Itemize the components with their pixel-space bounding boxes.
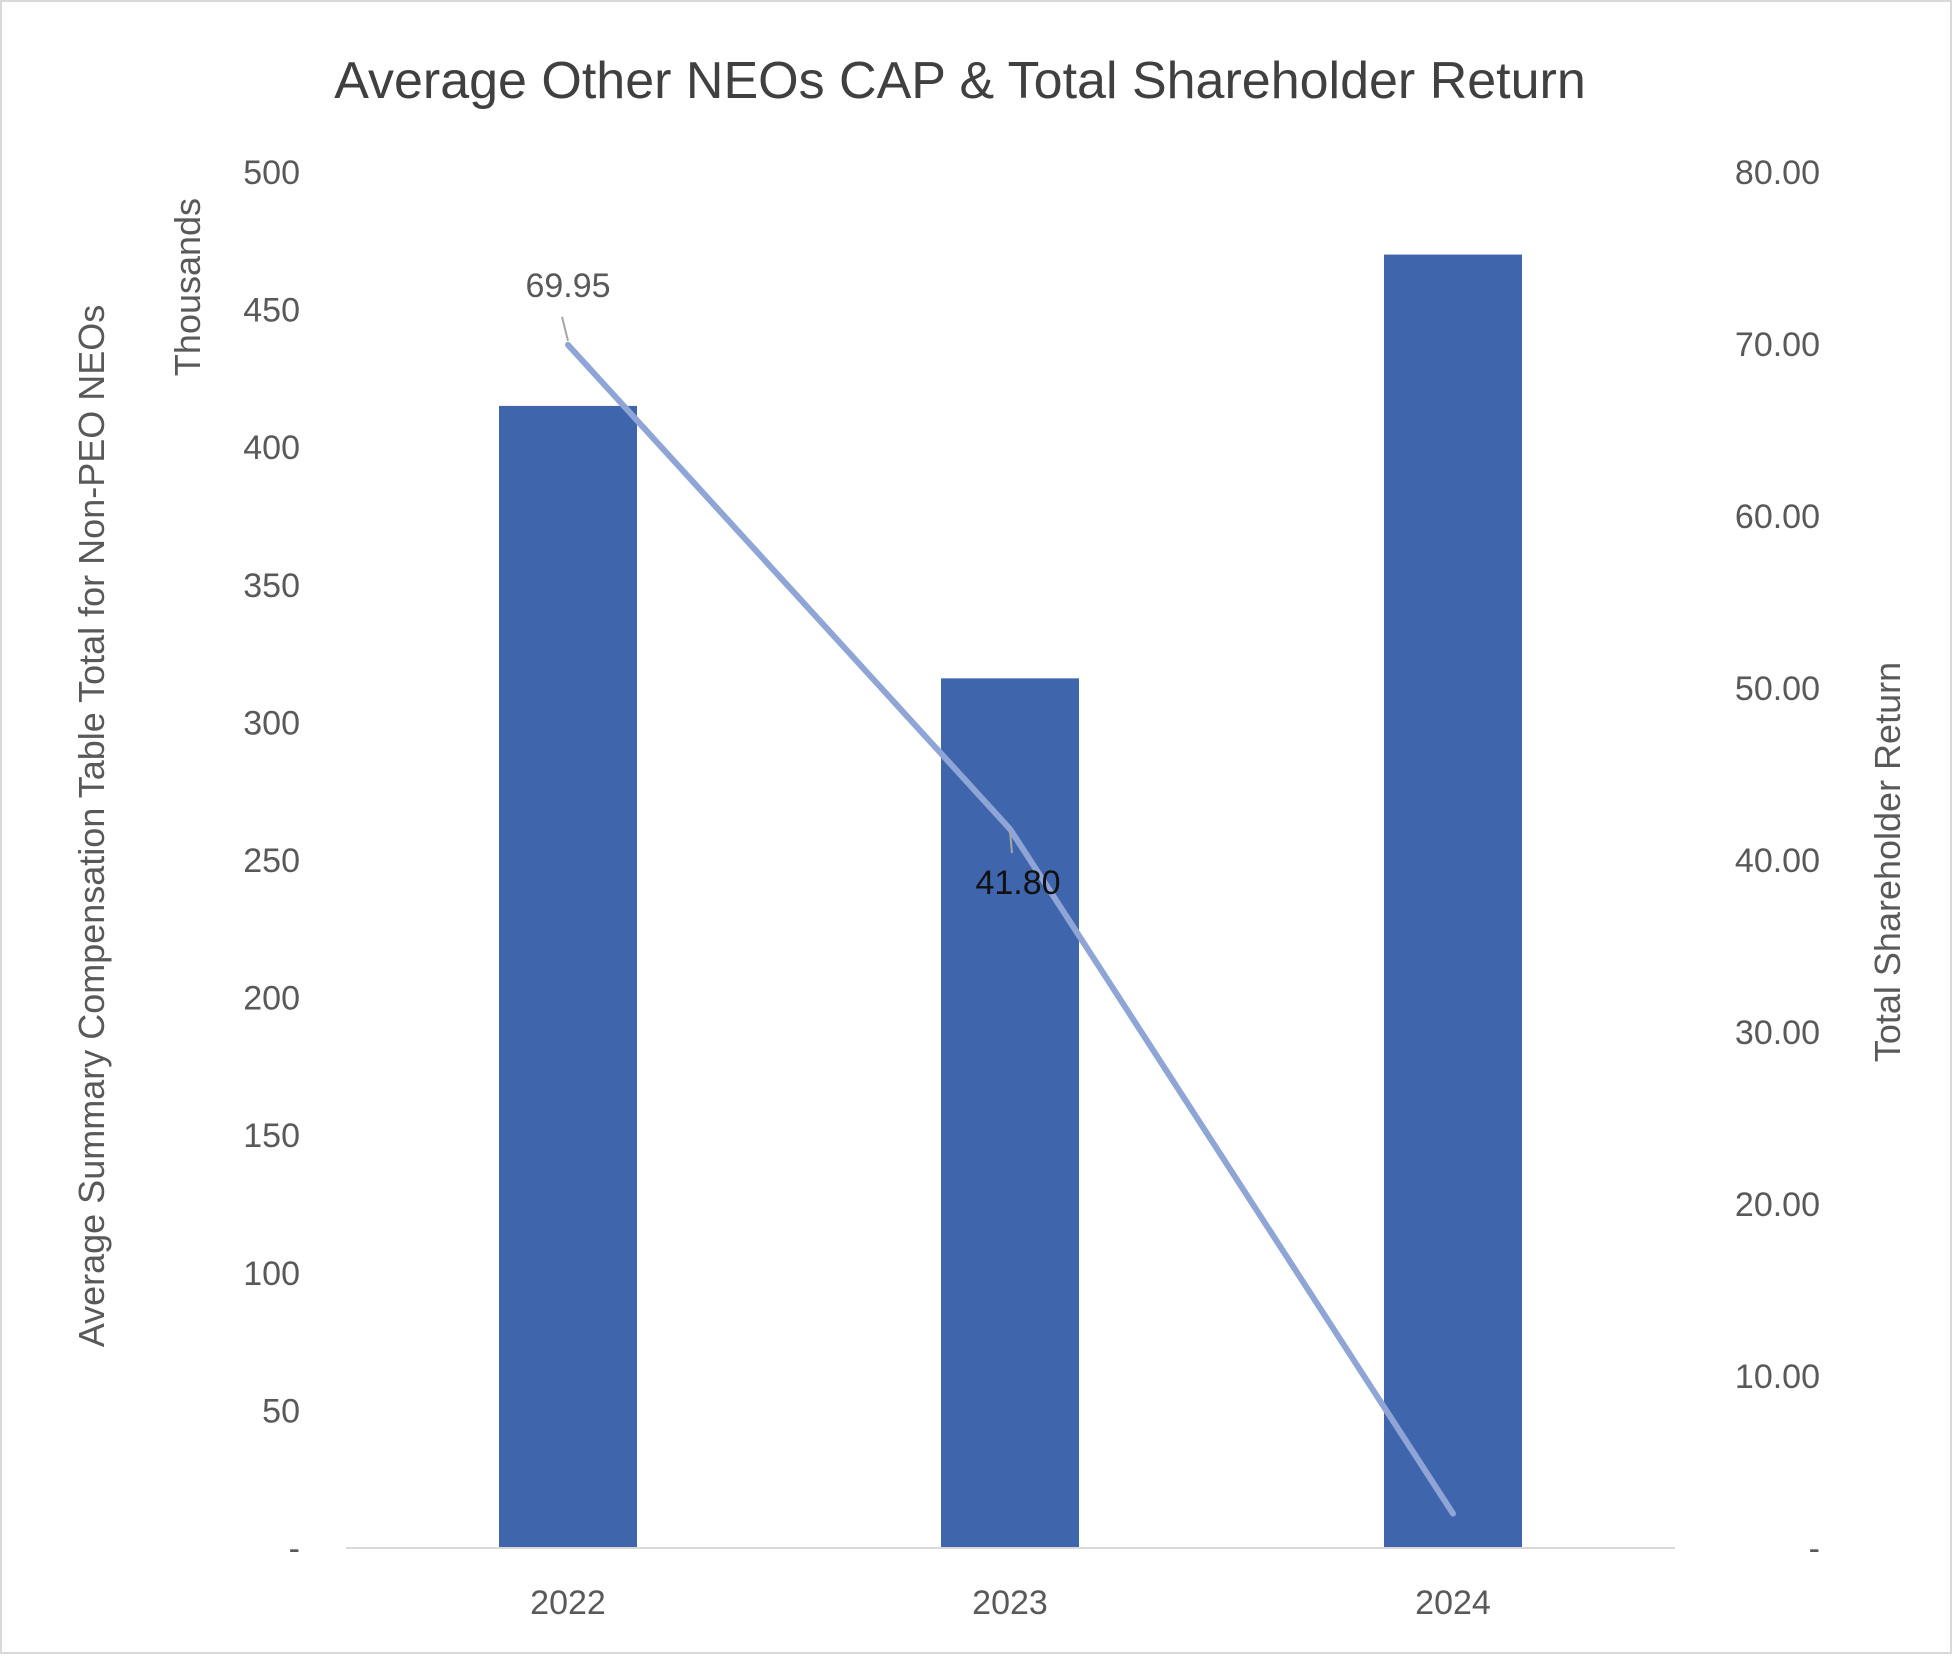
y-left-tick-label: 50 (262, 1392, 300, 1430)
x-tick-label-2022: 2022 (530, 1584, 606, 1622)
bar-2022 (499, 406, 637, 1548)
y-left-tick-label: 300 (243, 704, 300, 742)
y-right-tick-label: - (1809, 1530, 1820, 1568)
chart-title: Average Other NEOs CAP & Total Sharehold… (334, 52, 1586, 110)
y-right-tick-label: 50.00 (1735, 670, 1820, 708)
y-left-tick-label: - (289, 1530, 300, 1568)
y-right-tick-label: 10.00 (1735, 1358, 1820, 1396)
data-label-leader (562, 317, 568, 341)
bar-2023 (941, 678, 1079, 1548)
y-right-tick-label: 80.00 (1735, 154, 1820, 192)
y-right-tick-label: 60.00 (1735, 498, 1820, 536)
y-left-tick-label: 200 (243, 980, 300, 1018)
y-left-tick-label: 250 (243, 842, 300, 880)
tsr-data-label-2023: 41.80 (975, 864, 1060, 902)
y-right-tick-label: 40.00 (1735, 842, 1820, 880)
tsr-data-label-2022: 69.95 (525, 267, 610, 305)
y-left-tick-label: 100 (243, 1255, 300, 1293)
y-left-tick-label: 400 (243, 429, 300, 467)
x-tick-label-2024: 2024 (1415, 1584, 1491, 1622)
y-right-tick-label: 20.00 (1735, 1186, 1820, 1224)
y-left-tick-label: 450 (243, 292, 300, 330)
y-axis-left-units-label: Thousands (167, 198, 208, 376)
y-right-tick-label: 30.00 (1735, 1014, 1820, 1052)
x-tick-label-2023: 2023 (972, 1584, 1048, 1622)
y-left-tick-label: 150 (243, 1117, 300, 1155)
y-axis-right-label: Total Shareholder Return (1867, 662, 1908, 1062)
y-axis-left-label: Average Summary Compensation Table Total… (71, 305, 112, 1348)
y-left-tick-label: 500 (243, 154, 300, 192)
bar-2024 (1384, 255, 1522, 1548)
y-left-tick-label: 350 (243, 567, 300, 605)
y-right-tick-label: 70.00 (1735, 326, 1820, 364)
